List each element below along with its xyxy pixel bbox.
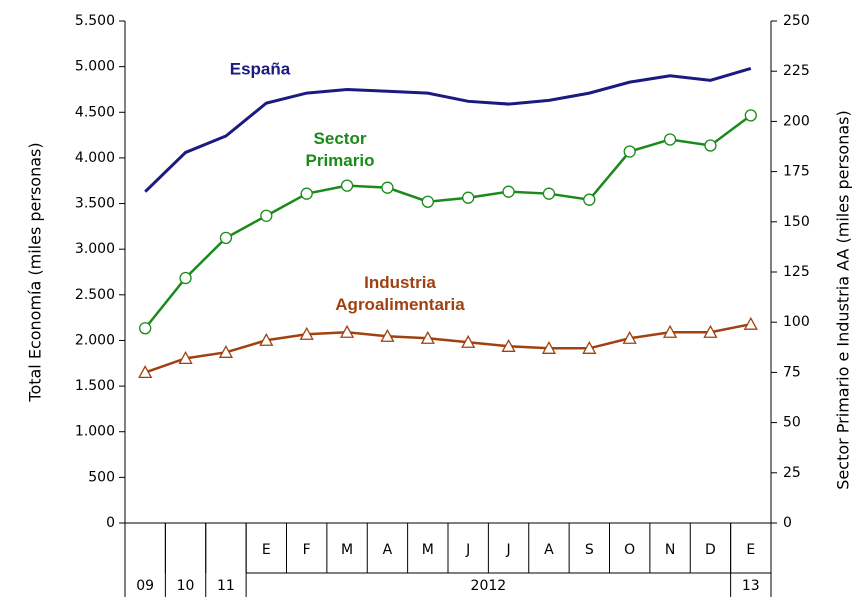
x-tick-label: J [465,542,470,558]
x-tick-label: E [262,542,271,558]
y-axis-label: Total Economía (miles personas) [26,142,45,402]
point-marker [502,185,515,198]
point-marker [340,179,354,192]
point-marker [743,316,758,330]
point-marker [662,324,678,338]
y-tick-label: 3.000 [75,241,115,257]
point-marker [339,324,355,338]
point-marker [663,133,677,146]
y-tick-label: 2.500 [75,287,115,303]
point-marker [178,350,193,364]
y-tick-label: 3.500 [75,196,115,212]
point-marker [582,340,597,354]
series-label-line: Industria [364,273,436,292]
point-marker [139,322,152,335]
series-line [144,322,752,374]
x-tick-label: E [746,542,755,558]
x-tick-label: N [665,542,675,558]
y2-tick-label: 225 [783,63,810,79]
x-tick-label: M [341,542,353,558]
point-marker [259,332,274,346]
point-marker [622,330,637,344]
series-label-line: Agroalimentaria [335,295,465,314]
x-tick-label: F [303,542,311,558]
y-tick-label: 5.000 [75,59,115,75]
group-label: 11 [217,578,235,594]
y2-tick-label: 25 [783,465,801,481]
y2-tick-label: 175 [783,164,810,180]
series-label: Sector Primario [306,129,375,170]
point-marker [623,145,636,158]
y2-tick-label: 250 [783,13,810,29]
y-tick-label: 1.000 [75,424,115,440]
point-marker [462,191,475,204]
point-marker [583,193,596,206]
point-marker [218,344,234,358]
point-marker [300,187,313,200]
point-marker [420,330,435,344]
point-marker [541,340,557,354]
series-label-line: Sector [314,129,367,148]
x-tick-label: D [705,542,716,558]
y-tick-label: 1.500 [75,378,115,394]
x-tick-label: M [422,542,434,558]
series-label: España [230,59,291,78]
point-marker [138,365,153,379]
point-marker [179,271,192,285]
group-label: 10 [177,578,195,594]
group-label: 13 [742,578,760,594]
point-marker [380,328,395,342]
y2-tick-label: 200 [783,113,810,129]
series-line [144,67,752,193]
series-label: Industria Agroalimentaria [335,273,465,314]
y-tick-label: 4.000 [75,150,115,166]
x-tick-label: S [585,542,594,558]
point-marker [744,109,757,122]
point-marker [461,334,476,348]
x-tick-label: O [624,542,635,558]
group-label: 2012 [471,578,507,594]
series-line [144,114,752,330]
series-label-line: Primario [306,151,375,170]
y2-tick-label: 150 [783,214,810,230]
y-tick-label: 0 [106,515,115,531]
point-marker [299,326,314,340]
group-label: 09 [136,578,154,594]
y2-tick-label: 0 [783,515,792,531]
y2-tick-label: 50 [783,415,801,431]
x-tick-label: A [544,542,554,558]
point-marker [704,139,717,152]
y2-tick-label: 100 [783,314,810,330]
point-marker [421,195,434,208]
point-marker [703,324,718,338]
y2-axis-label: Sector Primario e Industria AA (miles pe… [834,110,853,489]
point-marker [260,209,273,222]
y2-tick-label: 75 [783,364,801,380]
y2-tick-label: 125 [783,264,810,280]
x-tick-label: A [383,542,393,558]
point-marker [542,187,556,200]
y-tick-label: 500 [88,469,115,485]
y-tick-label: 5.500 [75,13,115,29]
x-tick-label: J [505,542,510,558]
point-marker [381,181,394,194]
point-marker [219,231,233,245]
y-tick-label: 4.500 [75,104,115,120]
y-tick-label: 2.000 [75,332,115,348]
point-marker [501,338,516,352]
